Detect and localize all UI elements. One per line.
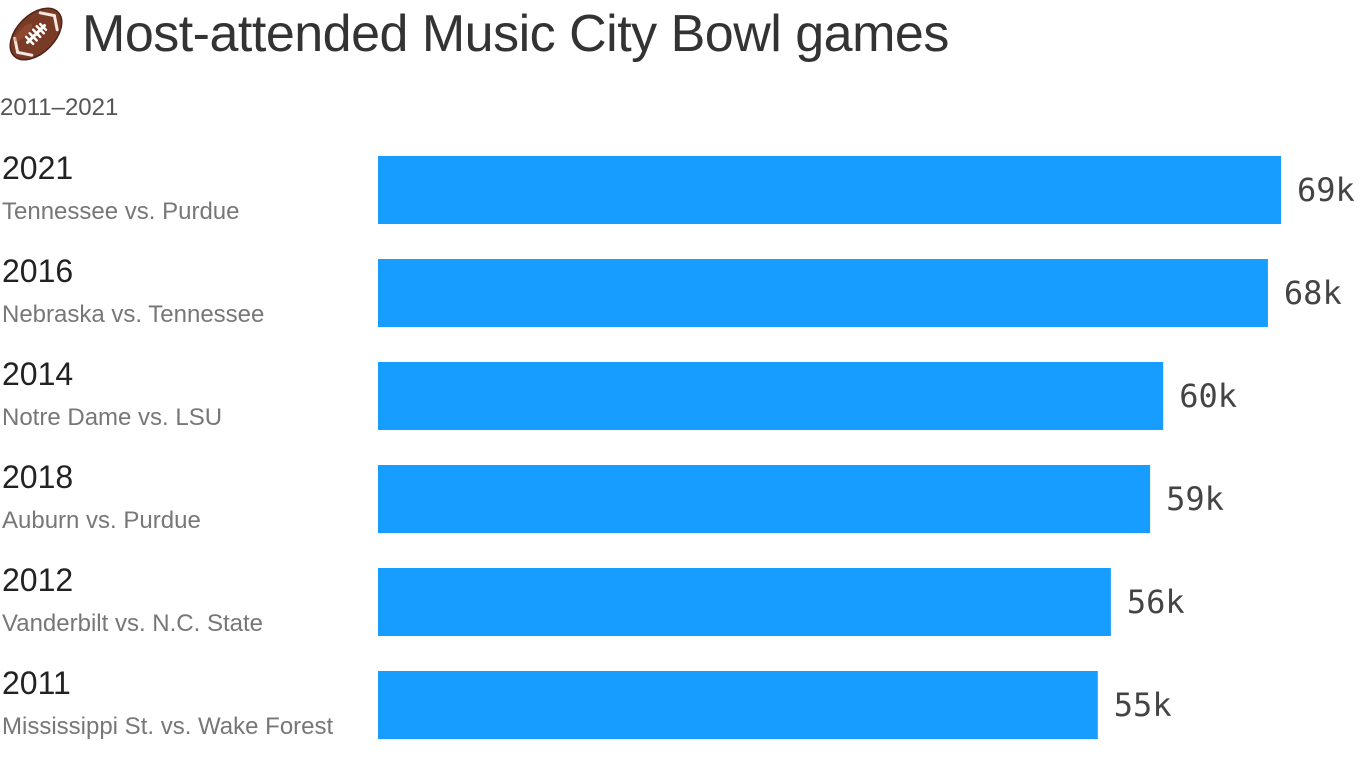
category-year-label: 2018 xyxy=(2,459,73,495)
category-matchup-label: Notre Dame vs. LSU xyxy=(2,404,222,431)
bar xyxy=(378,671,1098,739)
bar-row: 2014 Notre Dame vs. LSU 60k xyxy=(2,356,1237,431)
chart-title: Most-attended Music City Bowl games xyxy=(82,5,949,63)
category-matchup-label: Vanderbilt vs. N.C. State xyxy=(2,610,263,637)
category-year-label: 2012 xyxy=(2,562,73,598)
bar-value-label: 68k xyxy=(1284,274,1342,312)
bar-row: 2018 Auburn vs. Purdue 59k xyxy=(2,459,1224,534)
bar xyxy=(378,465,1151,533)
bar-value-label: 69k xyxy=(1297,171,1355,209)
category-matchup-label: Nebraska vs. Tennessee xyxy=(2,301,264,328)
category-year-label: 2014 xyxy=(2,356,73,392)
category-matchup-label: Auburn vs. Purdue xyxy=(2,507,201,534)
category-matchup-label: Tennessee vs. Purdue xyxy=(2,198,239,225)
bar-value-label: 56k xyxy=(1127,583,1185,621)
bar xyxy=(378,259,1268,327)
bar-value-label: 59k xyxy=(1166,480,1224,518)
category-year-label: 2021 xyxy=(2,150,73,186)
bar xyxy=(378,362,1164,430)
category-year-label: 2011 xyxy=(2,665,71,701)
category-year-label: 2016 xyxy=(2,253,73,289)
title-row: Most-attended Music City Bowl games xyxy=(4,2,949,66)
bar-row: 2012 Vanderbilt vs. N.C. State 56k xyxy=(2,562,1185,637)
bar-value-label: 55k xyxy=(1114,686,1172,724)
bar xyxy=(378,568,1111,636)
bar-row: 2016 Nebraska vs. Tennessee 68k xyxy=(2,253,1342,328)
bar xyxy=(378,156,1281,224)
bar-row: 2011 Mississippi St. vs. Wake Forest 55k xyxy=(2,665,1172,740)
category-matchup-label: Mississippi St. vs. Wake Forest xyxy=(2,713,334,740)
chart-subtitle: 2011–2021 xyxy=(0,94,119,121)
bar-value-label: 60k xyxy=(1179,377,1237,415)
bar-row: 2021 Tennessee vs. Purdue 69k xyxy=(2,150,1355,225)
american-football-icon xyxy=(9,7,63,61)
